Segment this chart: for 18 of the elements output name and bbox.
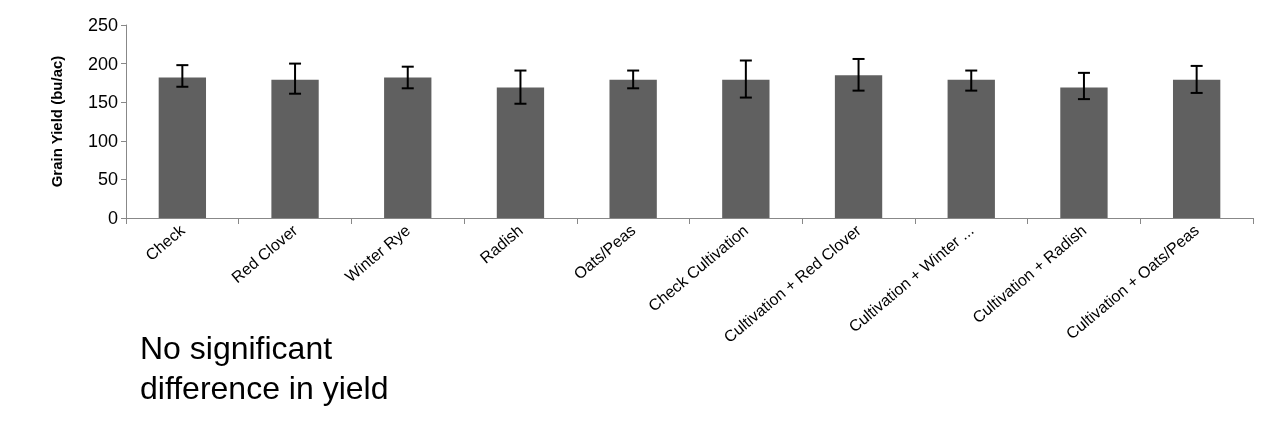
y-tick-label: 150 (87, 92, 118, 113)
y-tick-label: 200 (87, 53, 118, 74)
y-axis-title: Grain Yield (bu/ac) (48, 55, 65, 188)
bar (271, 79, 319, 218)
bar (1172, 79, 1221, 218)
y-tick-label: 250 (87, 15, 118, 35)
bar (158, 77, 207, 218)
y-tick-label: 100 (87, 130, 118, 151)
y-tick-label: 50 (97, 169, 118, 190)
bar (947, 79, 995, 218)
bar (609, 79, 657, 218)
text: No significant difference in yield (140, 330, 389, 406)
y-tick-label: 0 (107, 208, 118, 228)
bar (722, 79, 770, 218)
bar (384, 77, 432, 218)
bar (496, 87, 545, 218)
bar (834, 75, 883, 218)
bar (1060, 87, 1108, 218)
